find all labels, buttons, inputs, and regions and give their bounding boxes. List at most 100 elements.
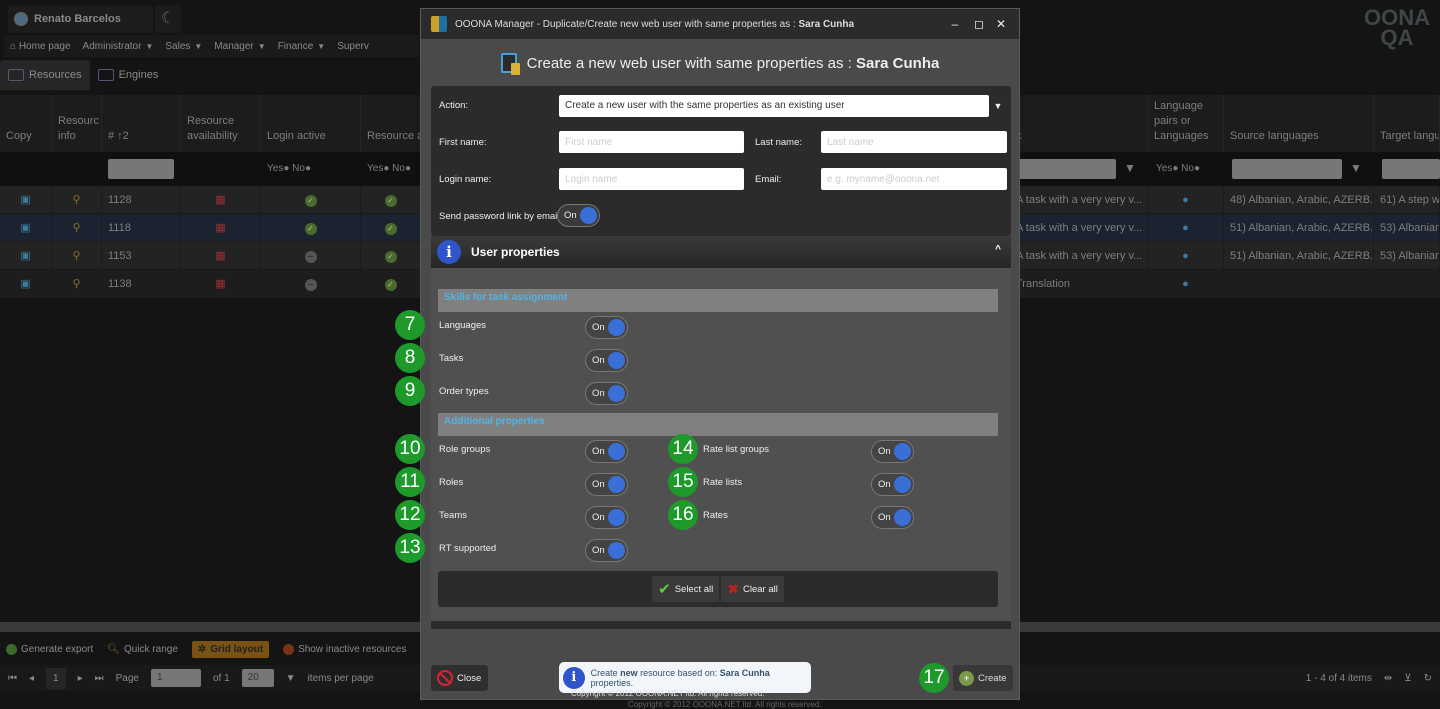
table-cell[interactable]: – xyxy=(261,242,361,270)
table-cell[interactable]: ● xyxy=(1148,214,1224,242)
check-icon: ✓ xyxy=(304,223,317,235)
resource-active-filter[interactable]: Yes● No● xyxy=(367,163,411,174)
col-resource-active[interactable]: Resource ac xyxy=(361,95,421,152)
page-1-button[interactable]: 1 xyxy=(46,667,66,689)
table-cell[interactable]: ▦ xyxy=(181,270,261,298)
property-toggle[interactable]: On xyxy=(585,316,628,339)
menu-manager[interactable]: Manager ▼ xyxy=(214,40,266,52)
property-toggle[interactable]: On xyxy=(585,473,628,496)
table-cell[interactable]: ● xyxy=(1148,242,1224,270)
create-button[interactable]: + Create xyxy=(953,665,1013,691)
minimize-icon[interactable]: – xyxy=(951,17,959,31)
close-button[interactable]: Close xyxy=(431,665,488,691)
col-copy[interactable]: Copy xyxy=(0,95,52,152)
login-active-filter[interactable]: Yes● No● xyxy=(267,163,311,174)
col-availability[interactable]: Resource availability xyxy=(181,95,261,152)
chevron-up-icon[interactable]: ^ xyxy=(995,244,1001,255)
menu-administrator[interactable]: Administrator ▼ xyxy=(82,40,154,52)
table-cell[interactable]: ⚲ xyxy=(52,270,102,298)
col-task[interactable]: k xyxy=(1010,95,1148,152)
table-cell[interactable]: ● xyxy=(1148,270,1224,298)
table-cell[interactable]: – xyxy=(261,270,361,298)
property-toggle[interactable]: On xyxy=(585,539,628,562)
table-cell[interactable]: ✓ xyxy=(361,186,421,214)
filter-icon[interactable]: ▼ xyxy=(1350,161,1362,175)
table-cell[interactable]: ● xyxy=(1148,186,1224,214)
property-toggle[interactable]: On xyxy=(585,349,628,372)
first-name-label: First name: xyxy=(439,137,487,148)
col-resource-info[interactable]: Resourc info xyxy=(52,95,102,152)
column-resize-icon[interactable]: ⇹ xyxy=(1383,672,1393,684)
table-cell[interactable]: ▣ xyxy=(0,186,52,214)
property-toggle[interactable]: On xyxy=(585,382,628,405)
task-filter-input[interactable] xyxy=(1012,159,1116,179)
source-languages-filter-input[interactable] xyxy=(1232,159,1342,179)
table-cell[interactable]: ✓ xyxy=(361,214,421,242)
language-pairs-filter[interactable]: Yes● No● xyxy=(1156,163,1200,174)
maximize-icon[interactable]: ◻ xyxy=(974,17,984,31)
user-menu[interactable]: Renato Barcelos xyxy=(8,5,153,33)
property-toggle[interactable]: On xyxy=(585,506,628,529)
clear-filter-icon[interactable]: ⊻ xyxy=(1404,672,1412,684)
table-cell[interactable]: ✓ xyxy=(361,270,421,298)
col-language-pairs[interactable]: Language pairs or Languages xyxy=(1148,95,1224,152)
table-cell[interactable]: ▣ xyxy=(0,270,52,298)
quick-range-button[interactable]: 🔍︎ Quick range xyxy=(107,643,178,655)
filter-icon[interactable]: ▼ xyxy=(1124,161,1136,175)
first-page-icon[interactable]: ⏮ xyxy=(8,672,17,684)
table-cell[interactable]: ✓ xyxy=(361,242,421,270)
page-input[interactable]: 1 xyxy=(150,669,201,687)
col-id[interactable]: # ↑2 xyxy=(102,95,181,152)
login-name-input[interactable] xyxy=(559,168,744,190)
action-select[interactable]: Create a new user with the same properti… xyxy=(559,95,989,117)
user-properties-header[interactable]: i User properties ^ xyxy=(431,236,1011,268)
tab-engines[interactable]: Engines xyxy=(90,60,167,90)
menu-home[interactable]: ⌂ Home page xyxy=(10,40,71,52)
property-toggle[interactable]: On xyxy=(871,506,914,529)
refresh-icon[interactable]: ↻ xyxy=(1423,672,1432,684)
next-page-icon[interactable]: ▸ xyxy=(77,672,83,684)
chevron-down-icon[interactable]: ▼ xyxy=(285,672,296,684)
table-cell[interactable]: ▦ xyxy=(181,242,261,270)
table-cell[interactable]: ✓ xyxy=(261,186,361,214)
id-filter-input[interactable] xyxy=(108,159,174,179)
table-cell[interactable]: ✓ xyxy=(261,214,361,242)
gear-icon: ✲ xyxy=(197,643,207,655)
table-cell[interactable]: ▦ xyxy=(181,186,261,214)
table-cell[interactable]: ⚲ xyxy=(52,186,102,214)
target-languages-filter-input[interactable] xyxy=(1382,159,1440,179)
page-size-select[interactable]: 20 xyxy=(241,669,274,687)
col-login-active[interactable]: Login active xyxy=(261,95,361,152)
col-source-languages[interactable]: Source languages xyxy=(1224,95,1374,152)
step-badge-7: 7 xyxy=(395,310,425,340)
select-all-button[interactable]: ✔ Select all xyxy=(652,576,720,602)
dark-mode-toggle-moon-icon[interactable]: ☾ xyxy=(155,5,181,33)
generate-export-button[interactable]: Generate export xyxy=(6,643,93,655)
menu-finance[interactable]: Finance ▼ xyxy=(277,40,326,52)
property-toggle[interactable]: On xyxy=(871,440,914,463)
send-password-toggle[interactable]: On xyxy=(557,204,600,227)
grid-layout-button[interactable]: ✲ Grid layout xyxy=(191,640,270,658)
dialog-title-bar[interactable]: OOONA Manager - Duplicate/Create new web… xyxy=(421,9,1019,39)
menu-supervisor[interactable]: Superv xyxy=(337,40,369,52)
property-toggle[interactable]: On xyxy=(585,440,628,463)
table-cell[interactable]: ⚲ xyxy=(52,242,102,270)
clear-all-button[interactable]: ✖ Clear all xyxy=(721,576,784,602)
show-inactive-button[interactable]: Show inactive resources xyxy=(283,643,406,655)
table-cell[interactable]: ▣ xyxy=(0,242,52,270)
close-icon[interactable]: ✕ xyxy=(995,17,1007,31)
table-cell[interactable]: ▣ xyxy=(0,214,52,242)
first-name-input[interactable] xyxy=(559,131,744,153)
table-cell[interactable]: ⚲ xyxy=(52,214,102,242)
prev-page-icon[interactable]: ◂ xyxy=(29,672,35,684)
table-cell[interactable]: ▦ xyxy=(181,214,261,242)
search-icon: ⚲ xyxy=(72,250,81,262)
property-toggle[interactable]: On xyxy=(871,473,914,496)
col-target-languages[interactable]: Target langu xyxy=(1374,95,1440,152)
tab-resources[interactable]: Resources xyxy=(0,60,90,90)
email-input[interactable] xyxy=(821,168,1007,190)
last-page-icon[interactable]: ⏭ xyxy=(94,672,104,684)
menu-sales[interactable]: Sales ▼ xyxy=(165,40,203,52)
last-name-input[interactable] xyxy=(821,131,1007,153)
chevron-down-icon[interactable]: ▼ xyxy=(989,95,1007,117)
